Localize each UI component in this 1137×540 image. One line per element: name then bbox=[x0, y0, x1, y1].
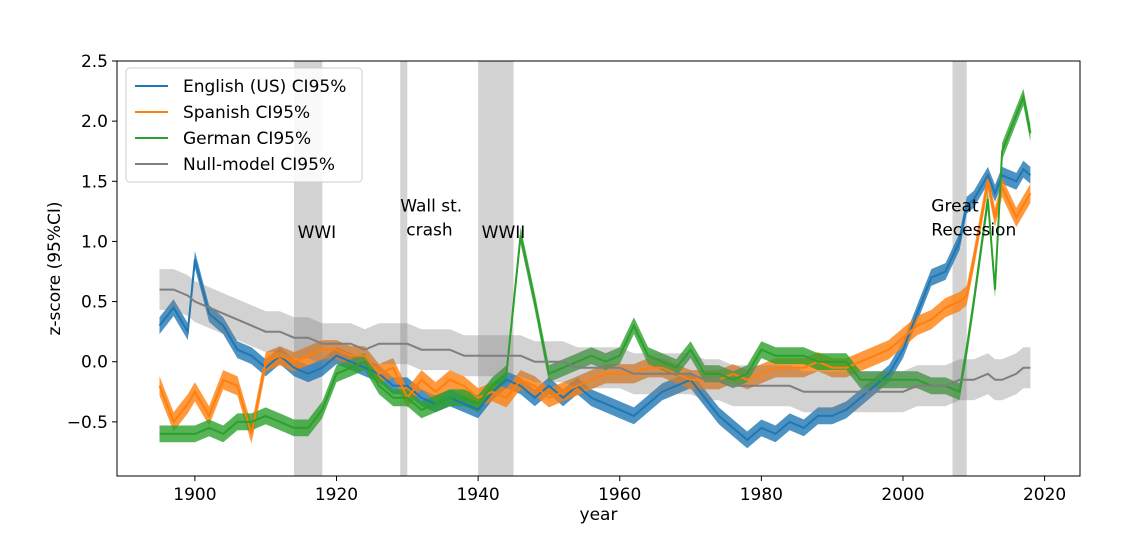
shaded-period-wall-st-crash bbox=[400, 61, 408, 476]
y-tick-label: 0.5 bbox=[81, 293, 108, 313]
shaded-period-wwii bbox=[478, 61, 514, 476]
event-annotations: WWI Wall st. crash WWII Great Recession bbox=[298, 196, 1017, 242]
band-null-model bbox=[159, 269, 1031, 413]
annotation-wwii: WWII bbox=[482, 223, 526, 243]
x-tick-label: 1920 bbox=[315, 485, 358, 505]
annotation-great-recession: Great Recession bbox=[931, 196, 1016, 240]
shaded-period-great-recession bbox=[952, 61, 967, 476]
y-axis-label: z-score (95%CI) bbox=[45, 201, 65, 335]
line-spanish bbox=[158, 181, 1032, 435]
legend-label: English (US) CI95% bbox=[183, 77, 346, 97]
legend: English (US) CI95% Spanish CI95% German CI… bbox=[125, 67, 363, 183]
x-tick-label: 2020 bbox=[1023, 485, 1066, 505]
x-tick-label: 1900 bbox=[173, 485, 216, 505]
confidence-bands bbox=[159, 88, 1031, 449]
plot-frame bbox=[116, 60, 1081, 477]
y-tick-label: 0.0 bbox=[81, 353, 108, 373]
y-axis-ticks: −0.5 0.0 0.5 1.0 1.5 2.0 2.5 bbox=[67, 52, 117, 433]
legend-label: Null-model CI95% bbox=[183, 155, 335, 175]
y-tick-label: −0.5 bbox=[67, 413, 108, 433]
y-tick-label: 1.0 bbox=[81, 232, 108, 252]
legend-box bbox=[125, 67, 363, 183]
x-tick-label: 1940 bbox=[456, 485, 499, 505]
x-tick-label: 1980 bbox=[740, 485, 783, 505]
y-tick-label: 2.0 bbox=[81, 112, 108, 132]
x-tick-label: 1960 bbox=[598, 485, 641, 505]
y-tick-label: 2.5 bbox=[81, 52, 108, 72]
annotation-wwi: WWI bbox=[298, 223, 337, 243]
y-tick-label: 1.5 bbox=[81, 172, 108, 192]
annotation-wall-st-crash: Wall st. crash bbox=[400, 196, 462, 240]
legend-label: German CI95% bbox=[183, 129, 311, 149]
series-lines bbox=[158, 93, 1032, 442]
x-axis-label: year bbox=[580, 505, 618, 525]
line-english-us bbox=[158, 167, 1032, 442]
line-null-model bbox=[159, 288, 1031, 393]
legend-label: Spanish CI95% bbox=[183, 103, 310, 123]
band-german bbox=[159, 88, 1031, 443]
line-german bbox=[159, 93, 1032, 436]
x-tick-label: 2000 bbox=[881, 485, 924, 505]
x-axis-ticks: 1900 1920 1940 1960 1980 2000 2020 bbox=[173, 476, 1066, 505]
